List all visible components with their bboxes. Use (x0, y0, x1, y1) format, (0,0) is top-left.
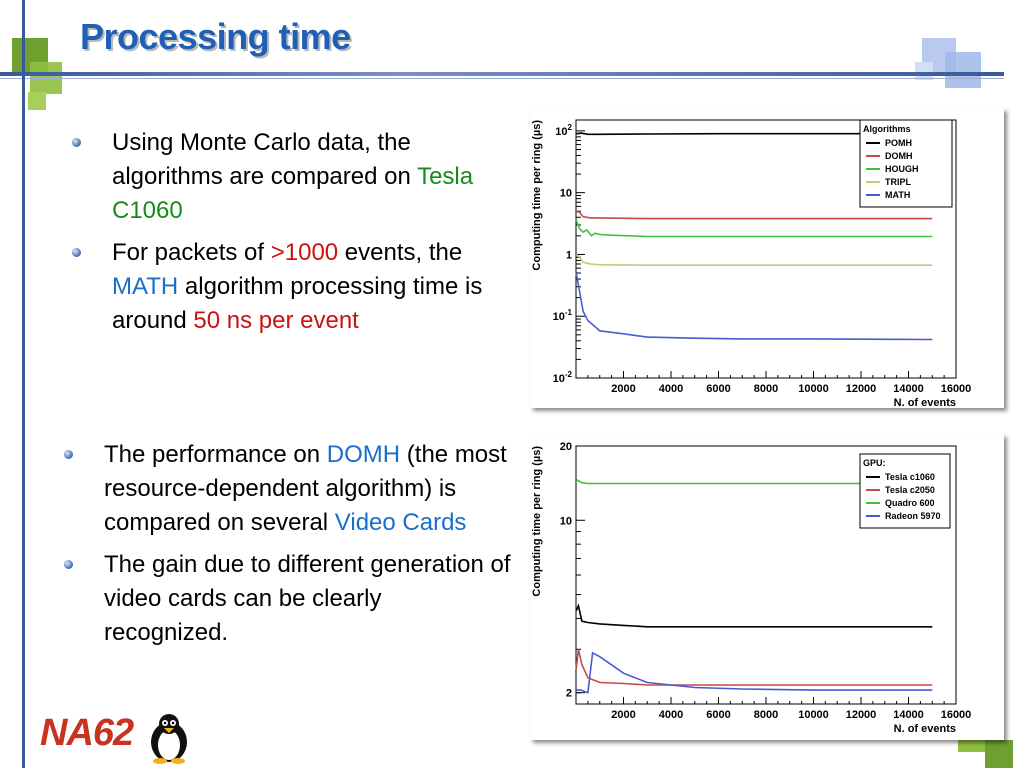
bullet-item: For packets of >1000 events, the MATH al… (72, 236, 512, 338)
bullet-text: events, the (338, 239, 463, 266)
x-tick-label: 2000 (611, 383, 635, 395)
y-tick-base: 20 (560, 441, 572, 453)
y-tick-base: 2 (566, 688, 572, 700)
y-tick-base: 10 (553, 373, 565, 385)
x-axis-label: N. of events (894, 397, 956, 408)
chart-gpu: 2000 4000 6000 8000 10000 12000 14000 16000 2 10 2… (531, 441, 972, 735)
chart-panel-algorithms: 2000 4000 6000 8000 10000 12000 14000 16000 10-2… (530, 108, 1004, 409)
y-axis-label: Computing time per ring (µs) (531, 446, 543, 597)
x-tick-label: 12000 (846, 383, 877, 395)
bullet-list-bottom: The performance on DOMH (the most resour… (64, 438, 512, 658)
legend-entry: POMH (885, 138, 912, 148)
x-tick-label: 10000 (798, 383, 829, 395)
left-rule (22, 0, 25, 768)
legend-entry: HOUGH (885, 164, 919, 174)
y-tick-base: 10 (555, 126, 567, 138)
highlight-text: >1000 (270, 239, 339, 266)
chart-algorithms: 2000 4000 6000 8000 10000 12000 14000 1600010-2… (531, 119, 972, 409)
x-tick-label: 16000 (941, 709, 972, 721)
legend-entry: Quadro 600 (885, 498, 935, 508)
y-tick-base: 10 (560, 188, 572, 200)
y-tick-base: 10 (553, 311, 565, 323)
series-line-domh (575, 210, 933, 220)
bullet-text: algorithm processing time is around (112, 273, 483, 334)
legend-entry: Tesla c1060 (885, 472, 935, 482)
bullet-item: The performance on DOMH (the most resour… (64, 438, 512, 540)
legend-entry: DOMH (885, 151, 913, 161)
y-tick-exponent: 2 (568, 123, 573, 132)
y-tick-label: 10 (560, 515, 572, 527)
x-tick-label: 6000 (706, 709, 730, 721)
series-line-hough (575, 219, 933, 238)
x-tick-label: 8000 (754, 383, 778, 395)
y-tick-label: 10-1 (553, 308, 573, 323)
highlight-text: 50 ns per event (193, 307, 359, 334)
y-tick-label: 1 (566, 249, 572, 261)
x-tick-label: 8000 (754, 709, 778, 721)
bullet-item: The gain due to different generation of … (64, 548, 512, 650)
x-tick-label: 4000 (659, 383, 683, 395)
y-axis-label: Computing time per ring (µs) (531, 120, 543, 271)
bullet-item: Using Monte Carlo data, the algorithms a… (72, 126, 512, 228)
bullet-text: For packets of (112, 239, 271, 266)
bullet-text: Using Monte Carlo data, the algorithms a… (112, 129, 418, 190)
y-tick-exponent: -1 (565, 308, 573, 317)
series-line-math (575, 272, 933, 341)
x-axis-label: N. of events (894, 723, 956, 735)
y-tick-label: 102 (555, 123, 572, 138)
x-tick-label: 12000 (846, 709, 877, 721)
bullet-list-top: Using Monte Carlo data, the algorithms a… (72, 126, 512, 346)
legend-entry: MATH (885, 190, 910, 200)
x-tick-label: 2000 (611, 709, 635, 721)
bullet-dot-icon (72, 138, 81, 147)
highlight-text: Tesla C1060 (112, 163, 474, 224)
series-line-pomh (576, 132, 933, 136)
decor-square-blue-2 (945, 52, 981, 88)
series-line-tesla-c1060 (575, 603, 933, 628)
decor-square-green-br2 (985, 740, 1013, 768)
y-tick-exponent: -2 (565, 370, 573, 379)
x-tick-label: 6000 (706, 383, 730, 395)
header-rule (0, 72, 1004, 76)
y-tick-label: 20 (560, 441, 572, 453)
legend-title: Algorithms (863, 124, 911, 134)
bullet-text: The gain due to different generation of … (104, 551, 511, 646)
highlight-text: Video Cards (334, 509, 467, 536)
y-tick-label: 2 (566, 688, 572, 700)
legend-box (859, 119, 953, 208)
penguin-logo-icon (151, 714, 187, 764)
bullet-dot-icon (64, 450, 73, 459)
bullet-dot-icon (72, 248, 81, 257)
x-tick-label: 4000 (659, 709, 683, 721)
x-tick-label: 14000 (893, 383, 924, 395)
chart-panel-gpu: 2000 4000 6000 8000 10000 12000 14000 16000 2 10 2… (530, 434, 1004, 740)
bullet-text: (the most resource-dependent algorithm) … (104, 441, 507, 536)
legend-entry: Radeon 5970 (885, 511, 941, 521)
series-line-radeon-5970 (576, 651, 933, 694)
x-tick-label: 16000 (941, 383, 972, 395)
y-tick-base: 1 (566, 249, 572, 261)
decor-square-green-3 (28, 92, 46, 110)
bullet-text: The performance on (104, 441, 327, 468)
legend-title: GPU: (863, 458, 886, 468)
x-tick-label: 14000 (893, 709, 924, 721)
series-line-tesla-c2050 (575, 649, 933, 686)
series-line-tripl (575, 253, 933, 266)
header-rule-thin (0, 78, 1004, 79)
y-tick-base: 10 (560, 515, 572, 527)
legend-entry: TRIPL (885, 177, 912, 187)
series-line-quadro-600 (575, 478, 933, 485)
slide-title: Processing time (80, 16, 351, 57)
y-tick-label: 10-2 (553, 370, 573, 385)
legend-entry: Tesla c2050 (885, 485, 935, 495)
y-tick-label: 10 (560, 188, 572, 200)
highlight-text: MATH (112, 273, 179, 300)
logo-na62: NA62 (40, 712, 134, 754)
bullet-dot-icon (64, 560, 73, 569)
highlight-text: DOMH (326, 441, 401, 468)
x-tick-label: 10000 (798, 709, 829, 721)
